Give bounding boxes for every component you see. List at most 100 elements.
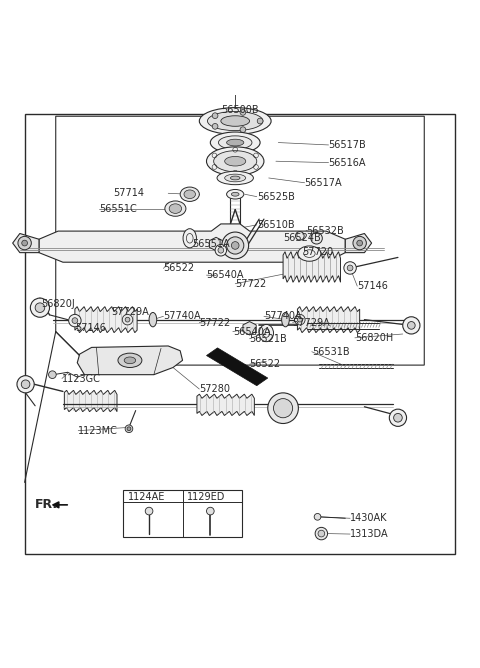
Polygon shape <box>283 252 340 283</box>
Polygon shape <box>206 348 268 385</box>
Ellipse shape <box>207 112 263 130</box>
Circle shape <box>215 244 227 256</box>
Polygon shape <box>345 234 372 253</box>
Text: 56820H: 56820H <box>355 333 393 343</box>
Ellipse shape <box>183 228 196 248</box>
Circle shape <box>403 317 420 334</box>
Circle shape <box>17 375 34 393</box>
Text: 1123GC: 1123GC <box>62 373 101 383</box>
Ellipse shape <box>282 313 289 327</box>
Bar <box>24 114 456 554</box>
Text: 57729A: 57729A <box>293 317 330 327</box>
Ellipse shape <box>217 171 253 184</box>
Ellipse shape <box>199 108 271 134</box>
Ellipse shape <box>225 156 246 166</box>
Ellipse shape <box>295 315 305 325</box>
Ellipse shape <box>218 136 252 149</box>
Circle shape <box>222 232 249 259</box>
Circle shape <box>218 247 224 253</box>
Text: FR.: FR. <box>35 498 58 512</box>
Circle shape <box>394 413 402 422</box>
Text: 1313DA: 1313DA <box>350 529 389 539</box>
Bar <box>123 490 242 538</box>
Circle shape <box>296 232 304 240</box>
Ellipse shape <box>225 174 246 182</box>
Text: 57146: 57146 <box>357 281 388 291</box>
Circle shape <box>212 113 218 118</box>
Text: 56551C: 56551C <box>99 204 136 214</box>
Ellipse shape <box>298 317 302 322</box>
Circle shape <box>227 237 244 254</box>
Text: 56522: 56522 <box>250 359 281 369</box>
Circle shape <box>357 240 362 246</box>
Ellipse shape <box>122 315 133 325</box>
Text: 56517A: 56517A <box>305 178 342 188</box>
Text: 57740A: 57740A <box>163 311 201 321</box>
Text: 1129ED: 1129ED <box>187 492 226 502</box>
Ellipse shape <box>184 190 195 198</box>
Ellipse shape <box>165 201 186 216</box>
Circle shape <box>240 110 246 116</box>
Polygon shape <box>64 390 117 411</box>
Text: 56500B: 56500B <box>221 106 259 116</box>
Polygon shape <box>298 307 360 333</box>
Polygon shape <box>166 203 185 214</box>
Ellipse shape <box>169 204 181 213</box>
Circle shape <box>268 393 299 424</box>
Circle shape <box>145 507 153 515</box>
Circle shape <box>315 527 327 540</box>
Text: 56516A: 56516A <box>328 158 366 168</box>
Ellipse shape <box>125 317 130 322</box>
Polygon shape <box>243 321 256 335</box>
Text: 57729A: 57729A <box>111 307 148 317</box>
Circle shape <box>408 321 415 329</box>
Text: 56522: 56522 <box>163 263 194 273</box>
Circle shape <box>353 236 366 250</box>
Ellipse shape <box>149 313 157 327</box>
Circle shape <box>257 118 263 124</box>
Ellipse shape <box>231 192 239 196</box>
Polygon shape <box>12 234 39 253</box>
Ellipse shape <box>221 116 250 126</box>
Polygon shape <box>181 188 198 200</box>
Circle shape <box>48 371 56 379</box>
Text: 56531B: 56531B <box>312 347 349 357</box>
Ellipse shape <box>180 187 199 202</box>
Ellipse shape <box>206 147 264 176</box>
Polygon shape <box>77 346 182 375</box>
Text: 56540A: 56540A <box>206 270 244 280</box>
Ellipse shape <box>124 357 136 363</box>
Text: 56510B: 56510B <box>257 220 294 230</box>
Text: 57740A: 57740A <box>264 311 301 321</box>
Circle shape <box>22 240 27 246</box>
Ellipse shape <box>72 318 78 323</box>
Polygon shape <box>75 307 137 333</box>
Circle shape <box>318 530 324 537</box>
Ellipse shape <box>298 246 321 261</box>
Text: 56551A: 56551A <box>192 239 230 249</box>
Circle shape <box>274 399 293 418</box>
Ellipse shape <box>210 132 260 153</box>
Text: 57146: 57146 <box>75 323 106 333</box>
Text: 1124AE: 1124AE <box>128 492 165 502</box>
Text: 56517B: 56517B <box>328 140 366 150</box>
Text: 56525B: 56525B <box>257 192 295 202</box>
Text: 57722: 57722 <box>199 317 230 327</box>
Circle shape <box>21 380 30 389</box>
Circle shape <box>35 303 45 313</box>
Text: 56820J: 56820J <box>41 299 75 309</box>
Polygon shape <box>209 237 223 250</box>
Circle shape <box>30 298 49 317</box>
Ellipse shape <box>227 190 244 199</box>
Text: 1123MC: 1123MC <box>78 426 118 436</box>
Circle shape <box>127 427 131 431</box>
Circle shape <box>231 242 239 249</box>
Circle shape <box>311 232 323 244</box>
Ellipse shape <box>214 151 257 172</box>
Text: 56524B: 56524B <box>283 233 321 243</box>
Text: 56532B: 56532B <box>306 226 344 236</box>
Circle shape <box>206 507 214 515</box>
Text: 1430AK: 1430AK <box>350 513 387 523</box>
Ellipse shape <box>227 139 244 146</box>
Ellipse shape <box>230 176 240 180</box>
